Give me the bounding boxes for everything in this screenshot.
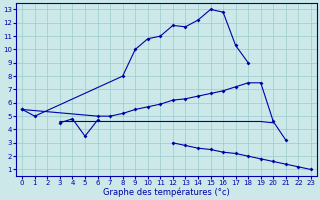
X-axis label: Graphe des températures (°c): Graphe des températures (°c)	[103, 188, 230, 197]
